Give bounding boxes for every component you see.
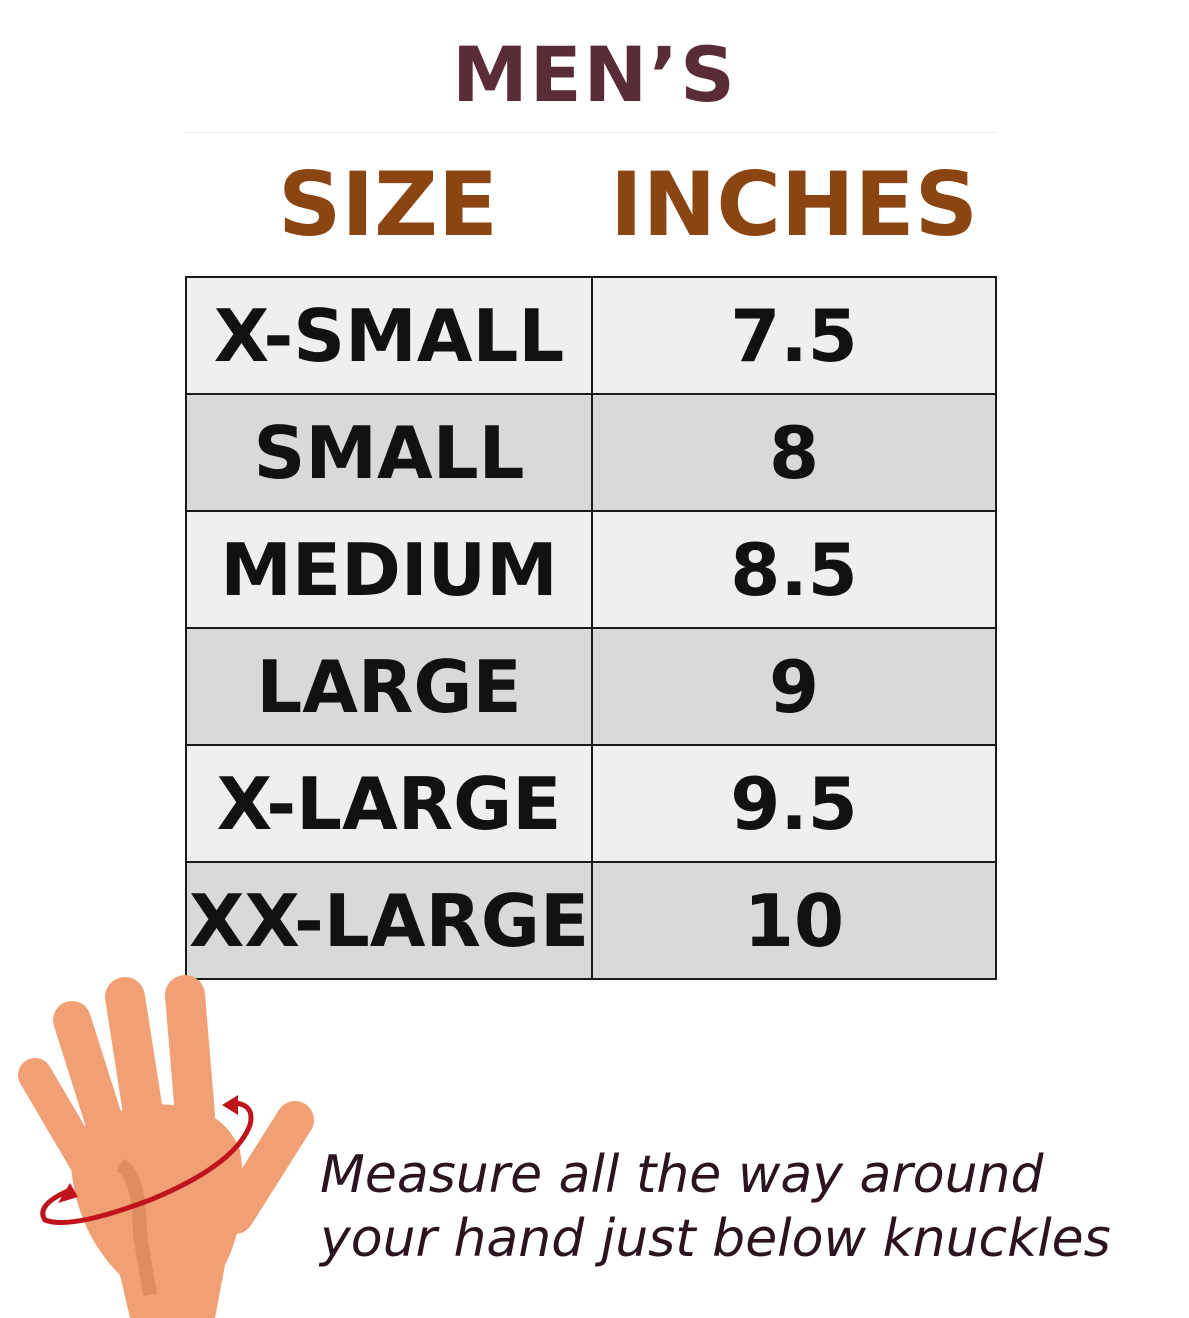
inches-cell: 7.5 bbox=[730, 293, 858, 378]
header-size: SIZE bbox=[277, 153, 499, 256]
size-cell: X-SMALL bbox=[187, 278, 593, 393]
inches-cell: 8.5 bbox=[730, 527, 858, 612]
table-row: XX-LARGE 10 bbox=[187, 863, 995, 978]
table-row: SMALL 8 bbox=[187, 395, 995, 512]
hand-measurement-icon bbox=[18, 975, 314, 1318]
table-header: SIZE INCHES bbox=[185, 132, 997, 276]
size-chart-table: SIZE INCHES X-SMALL 7.5 SMALL 8 MEDIUM 8.5 LAR… bbox=[185, 132, 997, 980]
inches-cell: 9.5 bbox=[730, 761, 858, 846]
size-cell: SMALL bbox=[187, 395, 593, 510]
measurement-instructions: Measure all the way around your hand jus… bbox=[320, 1143, 1111, 1271]
table-row: MEDIUM 8.5 bbox=[187, 512, 995, 629]
inches-cell: 9 bbox=[768, 644, 820, 729]
size-cell: LARGE bbox=[187, 629, 593, 744]
header-inches: INCHES bbox=[609, 153, 979, 256]
instruction-line-1: Measure all the way around bbox=[320, 1145, 1044, 1205]
inches-cell: 8 bbox=[768, 410, 820, 495]
inches-cell: 10 bbox=[743, 878, 845, 963]
size-cell: XX-LARGE bbox=[187, 863, 593, 978]
page-title: MEN’S bbox=[452, 30, 737, 119]
size-cell: MEDIUM bbox=[187, 512, 593, 627]
size-cell: X-LARGE bbox=[187, 746, 593, 861]
table-row: LARGE 9 bbox=[187, 629, 995, 746]
table-row: X-SMALL 7.5 bbox=[187, 278, 995, 395]
instruction-line-2: your hand just below knuckles bbox=[320, 1209, 1111, 1269]
table-body: X-SMALL 7.5 SMALL 8 MEDIUM 8.5 LARGE 9 X-LARGE 9.… bbox=[185, 276, 997, 980]
table-row: X-LARGE 9.5 bbox=[187, 746, 995, 863]
